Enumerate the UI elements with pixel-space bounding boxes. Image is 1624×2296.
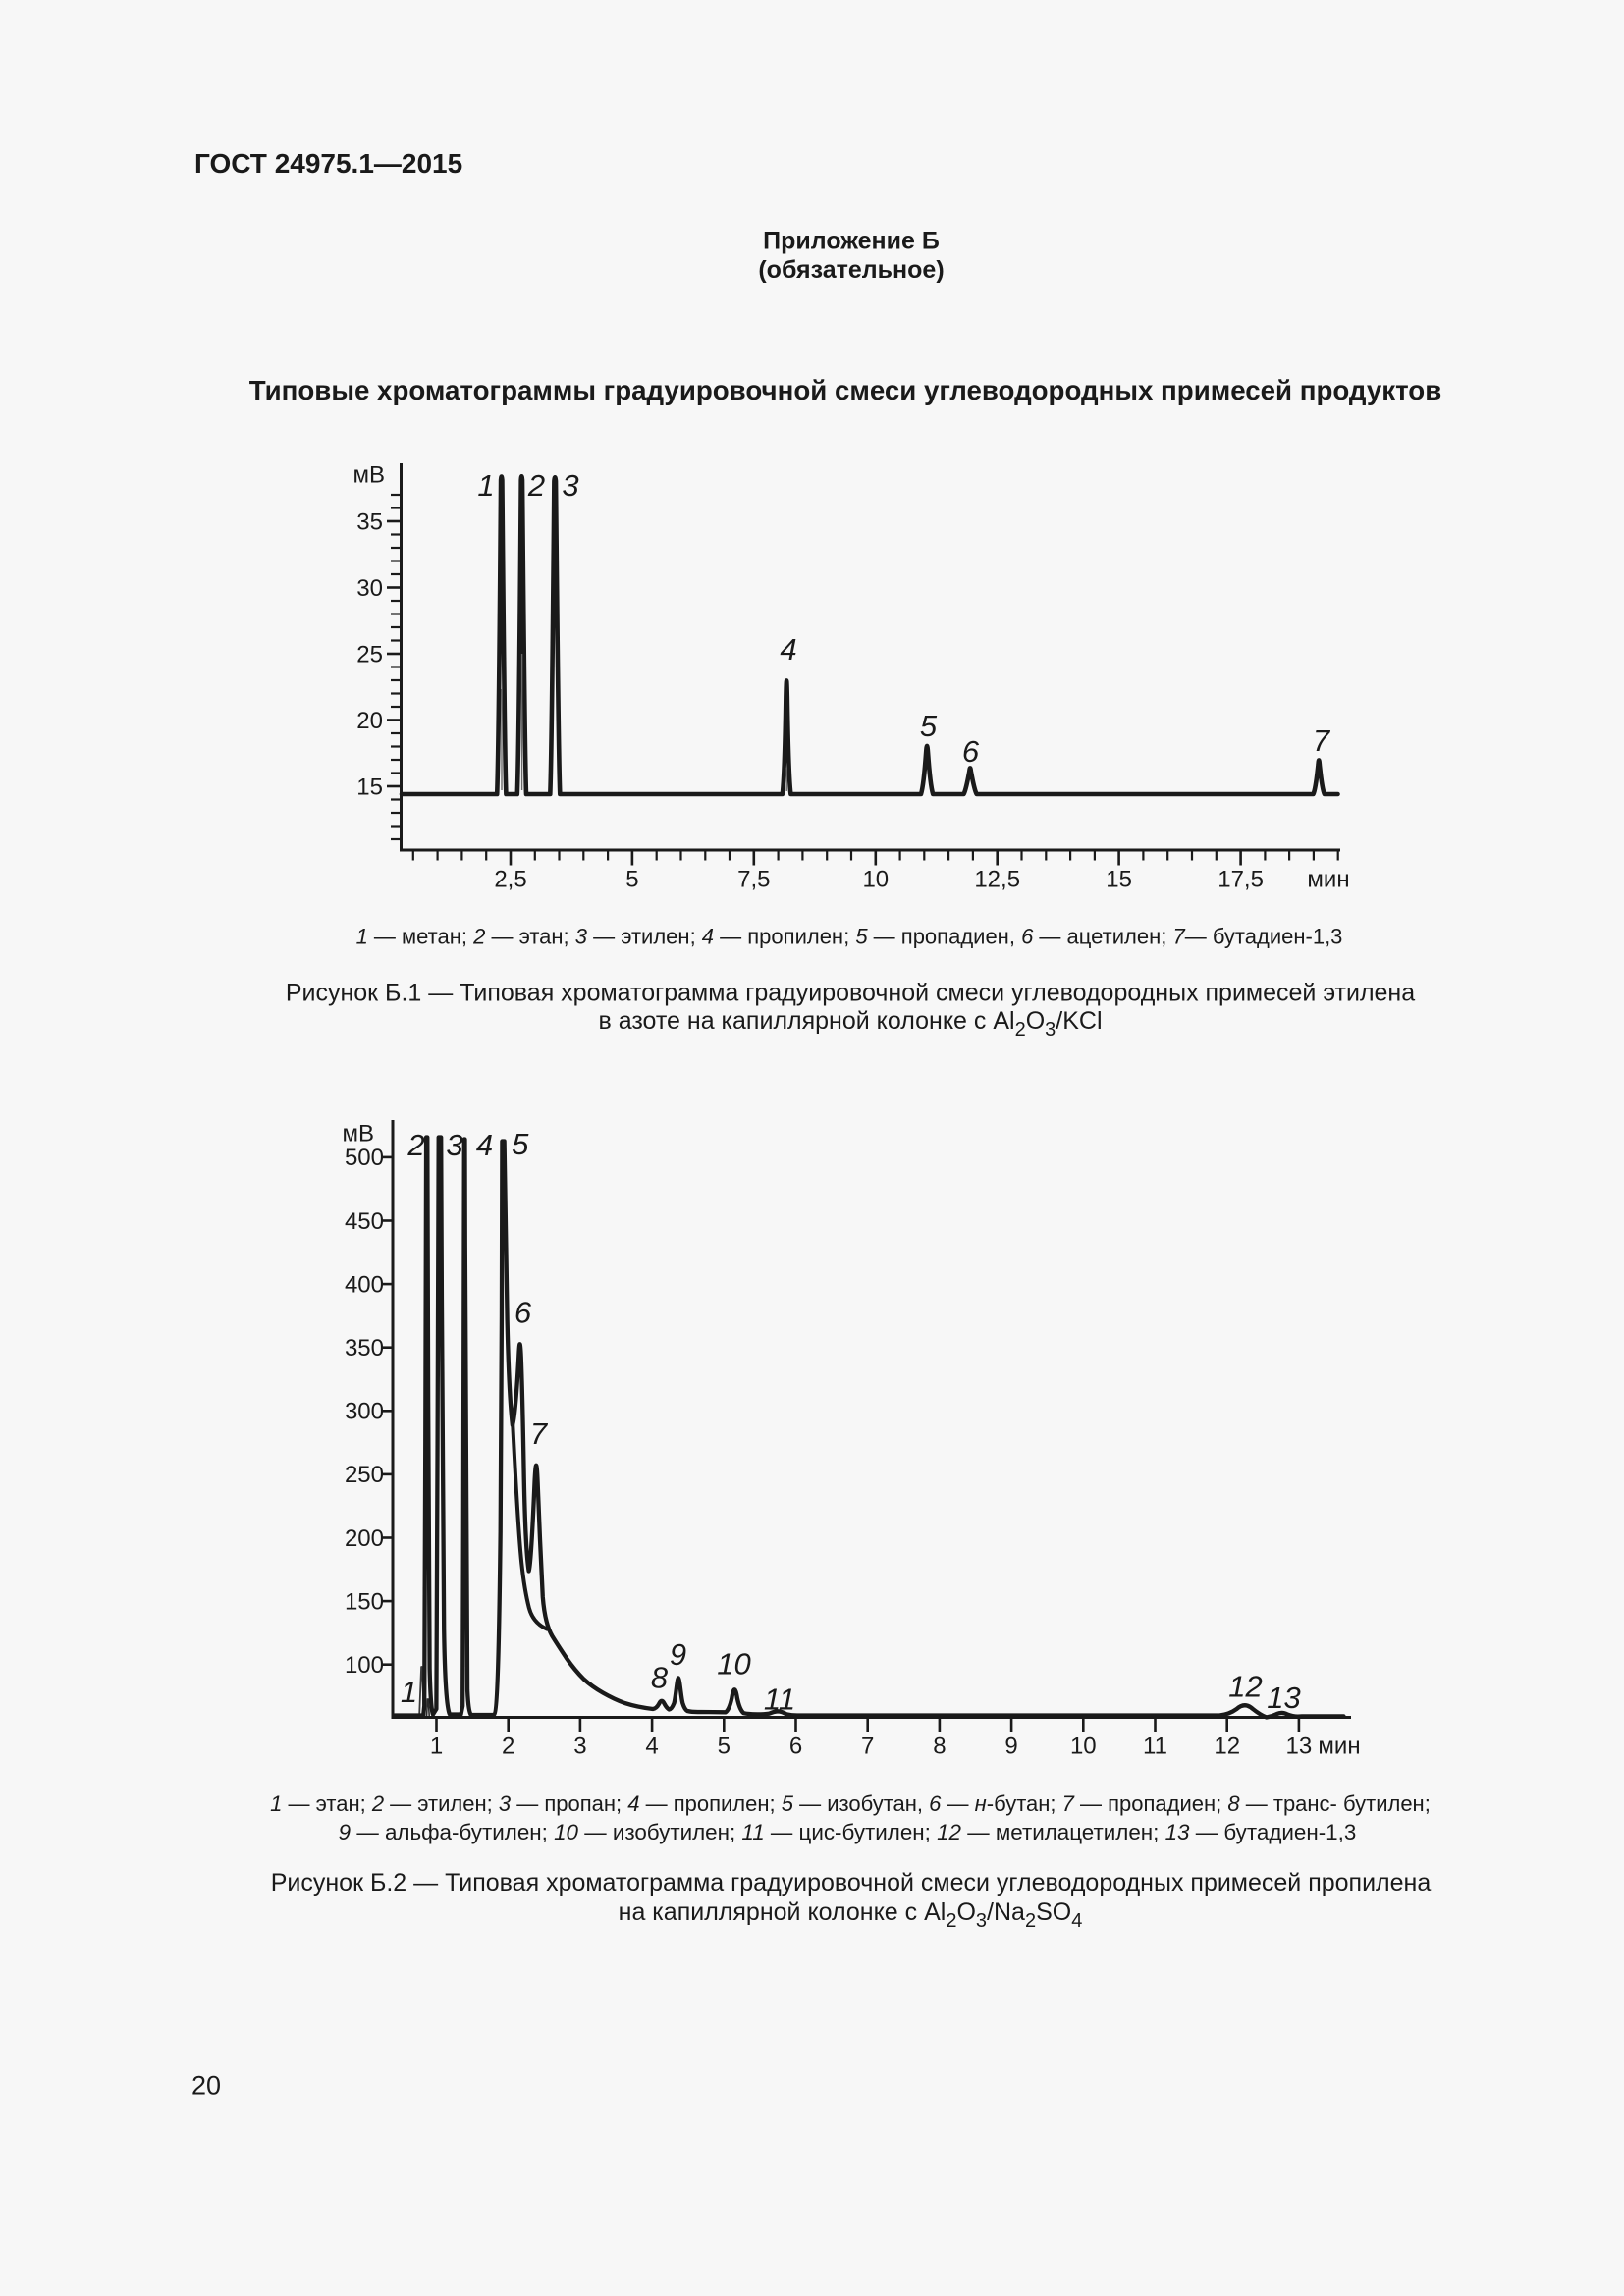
svg-text:мВ: мВ: [342, 1121, 374, 1148]
svg-text:мин: мин: [1318, 1734, 1360, 1760]
svg-text:6: 6: [962, 734, 980, 769]
svg-text:3: 3: [562, 468, 578, 503]
svg-text:Рисунок Б.2 — Типовая хроматог: Рисунок Б.2 — Типовая хроматограмма град…: [271, 1869, 1432, 1896]
svg-text:10: 10: [862, 867, 889, 893]
svg-text:1 — метан; 2 — этан; 3 — этиле: 1 — метан; 2 — этан; 3 — этилен; 4 — про…: [356, 925, 1343, 949]
svg-text:200: 200: [345, 1525, 384, 1552]
svg-text:17,5: 17,5: [1218, 867, 1264, 893]
svg-text:10: 10: [717, 1647, 750, 1682]
svg-text:500: 500: [345, 1145, 384, 1171]
svg-text:Рисунок Б.1 — Типовая хроматог: Рисунок Б.1 — Типовая хроматограмма град…: [286, 980, 1415, 1007]
svg-text:Приложение Б: Приложение Б: [763, 227, 940, 254]
svg-text:4: 4: [645, 1734, 658, 1760]
svg-text:15: 15: [1106, 867, 1132, 893]
svg-text:5: 5: [625, 867, 638, 893]
svg-text:10: 10: [1070, 1734, 1097, 1760]
svg-text:7: 7: [530, 1416, 549, 1451]
svg-text:13: 13: [1286, 1734, 1313, 1760]
svg-text:1: 1: [430, 1734, 443, 1760]
svg-text:5: 5: [718, 1734, 731, 1760]
svg-text:6: 6: [789, 1734, 802, 1760]
svg-text:13: 13: [1267, 1681, 1300, 1715]
svg-text:450: 450: [345, 1208, 384, 1235]
svg-text:20: 20: [356, 708, 383, 734]
svg-text:300: 300: [345, 1399, 384, 1425]
svg-text:25: 25: [356, 641, 383, 667]
svg-text:4: 4: [476, 1128, 493, 1162]
svg-text:9 — альфа-бутилен; 10 — изобут: 9 — альфа-бутилен; 10 — изобутилен; 11 —…: [339, 1820, 1357, 1844]
svg-text:8: 8: [933, 1734, 946, 1760]
svg-text:11: 11: [1143, 1734, 1167, 1760]
svg-text:2: 2: [527, 468, 545, 503]
svg-text:7,5: 7,5: [737, 867, 770, 893]
svg-text:мин: мин: [1307, 867, 1349, 893]
svg-text:2: 2: [502, 1734, 514, 1760]
svg-text:9: 9: [670, 1637, 686, 1672]
svg-text:400: 400: [345, 1271, 384, 1298]
svg-text:100: 100: [345, 1652, 384, 1679]
svg-text:Типовые хроматограммы градуиро: Типовые хроматограммы градуировочной сме…: [249, 375, 1441, 405]
svg-text:4: 4: [780, 632, 796, 667]
svg-text:(обязательное): (обязательное): [758, 256, 944, 284]
svg-text:12,5: 12,5: [974, 867, 1020, 893]
svg-text:2,5: 2,5: [494, 867, 526, 893]
svg-text:1 — этан; 2 — этилен; 3 — проп: 1 — этан; 2 — этилен; 3 — пропан; 4 — пр…: [270, 1791, 1431, 1816]
svg-text:3: 3: [446, 1128, 462, 1162]
svg-text:350: 350: [345, 1335, 384, 1362]
svg-text:ГОСТ 24975.1—2015: ГОСТ 24975.1—2015: [194, 148, 462, 179]
svg-text:1: 1: [477, 468, 494, 503]
svg-text:9: 9: [1004, 1734, 1017, 1760]
svg-text:30: 30: [356, 575, 383, 602]
svg-text:3: 3: [573, 1734, 586, 1760]
svg-text:12: 12: [1228, 1670, 1262, 1704]
svg-text:мВ: мВ: [352, 462, 385, 489]
svg-text:11: 11: [764, 1682, 795, 1717]
svg-text:12: 12: [1214, 1734, 1240, 1760]
svg-text:35: 35: [356, 508, 383, 535]
svg-text:5: 5: [512, 1127, 529, 1161]
svg-text:250: 250: [345, 1462, 384, 1488]
svg-text:15: 15: [356, 774, 383, 800]
svg-text:7: 7: [1313, 723, 1331, 758]
svg-text:6: 6: [514, 1296, 532, 1330]
svg-text:8: 8: [651, 1661, 669, 1695]
svg-text:20: 20: [191, 2071, 221, 2101]
svg-text:150: 150: [345, 1588, 384, 1615]
svg-text:5: 5: [920, 709, 938, 743]
svg-text:7: 7: [861, 1734, 874, 1760]
svg-text:1: 1: [401, 1675, 417, 1709]
svg-text:2: 2: [406, 1128, 424, 1162]
